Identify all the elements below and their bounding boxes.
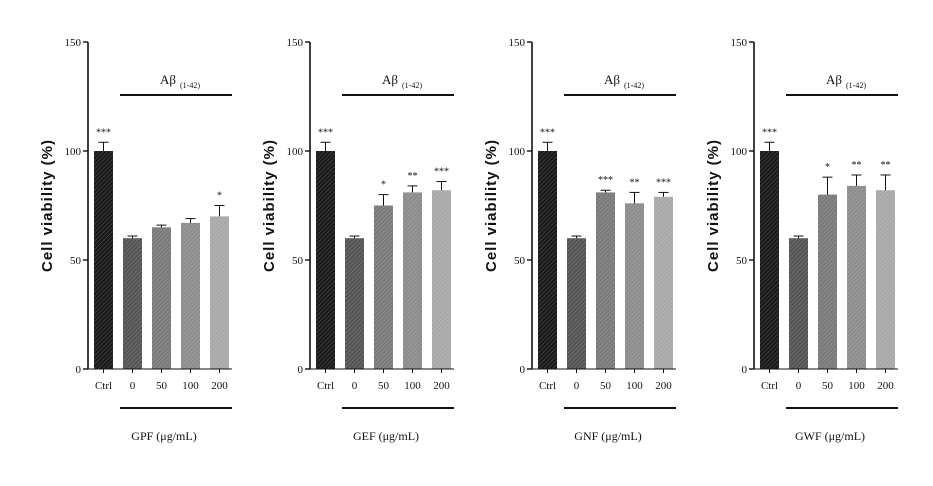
bar-texture bbox=[760, 151, 779, 369]
y-tick-label: 0 bbox=[520, 364, 526, 376]
chart-panel-3: 0 50 100 150 Cell viability (%) *** Ctrl 0 *** 50… bbox=[483, 37, 676, 443]
category-label: 0 bbox=[130, 380, 136, 392]
significance-marker: * bbox=[825, 162, 830, 173]
y-tick-label: 0 bbox=[76, 364, 82, 376]
significance-marker: *** bbox=[318, 127, 333, 138]
category-label: 0 bbox=[352, 380, 358, 392]
bar-texture bbox=[818, 195, 837, 369]
y-tick-label: 100 bbox=[509, 146, 526, 158]
category-label: 200 bbox=[877, 380, 894, 392]
category-label: 50 bbox=[822, 380, 834, 392]
y-axis-title: Cell viability (%) bbox=[705, 139, 722, 272]
category-label: Ctrl bbox=[539, 380, 556, 392]
category-label: 50 bbox=[378, 380, 390, 392]
significance-marker: ** bbox=[630, 177, 640, 188]
bar-texture bbox=[625, 203, 644, 369]
bar-texture bbox=[654, 197, 673, 369]
category-label: 100 bbox=[404, 380, 421, 392]
y-axis-title: Cell viability (%) bbox=[39, 139, 56, 272]
category-label: 100 bbox=[848, 380, 865, 392]
treatment-label: Aβ bbox=[604, 72, 620, 87]
category-label: 0 bbox=[574, 380, 580, 392]
y-tick-label: 50 bbox=[70, 255, 82, 267]
significance-marker: *** bbox=[434, 167, 449, 178]
x-axis-title: GNF (μg/mL) bbox=[574, 429, 641, 443]
category-label: 200 bbox=[655, 380, 672, 392]
category-label: 0 bbox=[796, 380, 802, 392]
significance-marker: *** bbox=[96, 127, 111, 138]
y-tick-label: 0 bbox=[298, 364, 304, 376]
bar-texture bbox=[181, 223, 200, 369]
category-label: 200 bbox=[211, 380, 228, 392]
y-tick-label: 150 bbox=[65, 37, 82, 49]
treatment-subscript: (1-42) bbox=[624, 81, 644, 90]
significance-marker: ** bbox=[881, 160, 891, 171]
treatment-label: Aβ bbox=[160, 72, 176, 87]
y-tick-label: 100 bbox=[287, 146, 304, 158]
significance-marker: *** bbox=[598, 175, 613, 186]
treatment-label: Aβ bbox=[826, 72, 842, 87]
chart-panel-4: 0 50 100 150 Cell viability (%) *** Ctrl 0 * 50 **… bbox=[705, 37, 898, 443]
y-tick-label: 50 bbox=[514, 255, 526, 267]
significance-marker: *** bbox=[656, 177, 671, 188]
y-axis-title: Cell viability (%) bbox=[483, 139, 500, 272]
category-label: Ctrl bbox=[761, 380, 778, 392]
category-label: 50 bbox=[600, 380, 612, 392]
bar-texture bbox=[567, 238, 586, 369]
chart-panel-1: 0 50 100 150 Cell viability (%) *** Ctrl 0 50 100… bbox=[39, 37, 232, 443]
bar-texture bbox=[152, 227, 171, 369]
x-axis-title: GPF (μg/mL) bbox=[131, 429, 196, 443]
category-label: 200 bbox=[433, 380, 450, 392]
chart-panel-2: 0 50 100 150 Cell viability (%) *** Ctrl 0 * 50 **… bbox=[261, 37, 454, 443]
bar-texture bbox=[847, 186, 866, 369]
treatment-subscript: (1-42) bbox=[846, 81, 866, 90]
y-tick-label: 50 bbox=[292, 255, 304, 267]
bar-texture bbox=[596, 192, 615, 369]
significance-marker: *** bbox=[540, 127, 555, 138]
bar-texture bbox=[345, 238, 364, 369]
bar-texture bbox=[374, 206, 393, 370]
category-label: Ctrl bbox=[95, 380, 112, 392]
y-tick-label: 150 bbox=[509, 37, 526, 49]
y-tick-label: 150 bbox=[287, 37, 304, 49]
bar-texture bbox=[876, 190, 895, 369]
bar-texture bbox=[316, 151, 335, 369]
y-tick-label: 100 bbox=[65, 146, 82, 158]
treatment-label: Aβ bbox=[382, 72, 398, 87]
x-axis-title: GWF (μg/mL) bbox=[795, 429, 865, 443]
bar-texture bbox=[210, 216, 229, 369]
y-axis-title: Cell viability (%) bbox=[261, 139, 278, 272]
y-tick-label: 150 bbox=[731, 37, 748, 49]
significance-marker: *** bbox=[762, 127, 777, 138]
bar-texture bbox=[432, 190, 451, 369]
significance-marker: ** bbox=[408, 171, 418, 182]
x-axis-title: GEF (μg/mL) bbox=[353, 429, 419, 443]
bar-texture bbox=[538, 151, 557, 369]
bar-texture bbox=[94, 151, 113, 369]
bar-texture bbox=[403, 192, 422, 369]
y-tick-label: 50 bbox=[736, 255, 748, 267]
bar-texture bbox=[123, 238, 142, 369]
category-label: 100 bbox=[626, 380, 643, 392]
significance-marker: ** bbox=[852, 160, 862, 171]
y-tick-label: 100 bbox=[731, 146, 748, 158]
category-label: Ctrl bbox=[317, 380, 334, 392]
treatment-subscript: (1-42) bbox=[402, 81, 422, 90]
category-label: 50 bbox=[156, 380, 168, 392]
significance-marker: * bbox=[381, 180, 386, 191]
treatment-subscript: (1-42) bbox=[180, 81, 200, 90]
bar-texture bbox=[789, 238, 808, 369]
y-tick-label: 0 bbox=[742, 364, 748, 376]
significance-marker: * bbox=[217, 191, 222, 202]
category-label: 100 bbox=[182, 380, 199, 392]
